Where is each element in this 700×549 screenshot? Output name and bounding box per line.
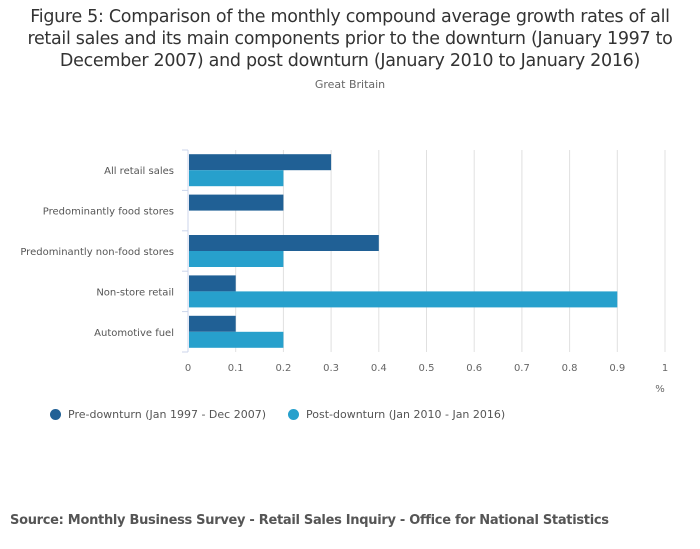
bar-post-downturn[interactable] bbox=[189, 170, 284, 187]
bar-post-downturn[interactable] bbox=[189, 331, 284, 348]
x-tick-label: 1 bbox=[662, 363, 668, 374]
category-label: Non-store retail bbox=[96, 287, 174, 298]
bars bbox=[189, 154, 618, 348]
bar-post-downturn[interactable] bbox=[189, 251, 284, 267]
category-labels: All retail sales Predominantly food store… bbox=[20, 166, 174, 339]
x-tick-label: 0.3 bbox=[323, 363, 339, 374]
x-tick-label: 0.9 bbox=[609, 363, 625, 374]
x-axis-label: % bbox=[655, 384, 665, 395]
x-tick-label: 0.4 bbox=[371, 363, 387, 374]
source-note: Source: Monthly Business Survey - Retail… bbox=[10, 513, 609, 528]
x-tick-label: 0.8 bbox=[562, 363, 578, 374]
category-label: Predominantly food stores bbox=[43, 207, 174, 218]
bar-pre-downturn[interactable] bbox=[189, 315, 236, 332]
x-tick-label: 0.5 bbox=[419, 363, 435, 374]
legend: Pre-downturn (Jan 1997 - Dec 2007) Post-… bbox=[50, 408, 505, 421]
category-label: Predominantly non-food stores bbox=[20, 247, 174, 258]
bar-post-downturn[interactable] bbox=[189, 291, 618, 308]
x-tick-label: 0.6 bbox=[466, 363, 482, 374]
y-axis bbox=[182, 149, 189, 353]
legend-label: Pre-downturn (Jan 1997 - Dec 2007) bbox=[68, 408, 266, 421]
legend-item-post-downturn[interactable]: Post-downturn (Jan 2010 - Jan 2016) bbox=[288, 408, 505, 421]
chart-title: Figure 5: Comparison of the monthly comp… bbox=[27, 7, 673, 71]
x-tick-label: 0 bbox=[185, 363, 191, 374]
chart-subtitle: Great Britain bbox=[314, 78, 386, 91]
legend-marker-icon bbox=[50, 409, 61, 420]
category-label: Automotive fuel bbox=[94, 328, 174, 339]
legend-marker-icon bbox=[288, 409, 299, 420]
x-tick-label: 0.1 bbox=[228, 363, 244, 374]
x-tick-label: 0.2 bbox=[275, 363, 291, 374]
x-tick-labels: 0 0.1 0.2 0.3 0.4 0.5 0.6 0.7 0.8 0.9 1 bbox=[185, 363, 668, 374]
bar-pre-downturn[interactable] bbox=[189, 275, 236, 292]
bar-pre-downturn[interactable] bbox=[189, 235, 379, 251]
legend-item-pre-downturn[interactable]: Pre-downturn (Jan 1997 - Dec 2007) bbox=[50, 408, 266, 421]
bar-pre-downturn[interactable] bbox=[189, 194, 284, 211]
bar-pre-downturn[interactable] bbox=[189, 154, 332, 171]
x-tick-label: 0.7 bbox=[514, 363, 530, 374]
legend-label: Post-downturn (Jan 2010 - Jan 2016) bbox=[306, 408, 506, 421]
category-label: All retail sales bbox=[104, 166, 174, 177]
